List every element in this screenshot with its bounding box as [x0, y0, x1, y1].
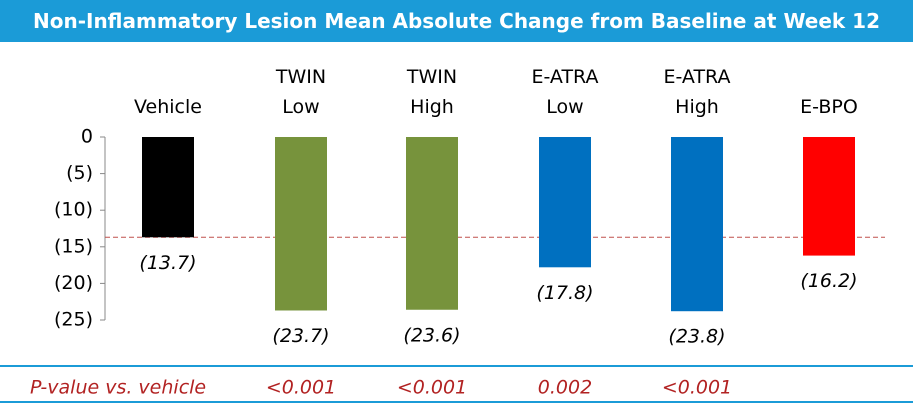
bar: [671, 137, 723, 312]
y-tick-label: (15): [54, 235, 93, 257]
category-label: E-ATRA Low: [531, 66, 599, 118]
bar: [142, 137, 194, 238]
p-value-heading: P-value vs. vehicle: [30, 377, 206, 399]
value-label: (23.8): [668, 326, 725, 348]
p-value: <0.001: [662, 377, 732, 399]
value-label: (13.7): [139, 252, 196, 274]
y-tick-label: 0: [81, 126, 93, 148]
bar: [406, 137, 458, 310]
y-tick-label: (20): [54, 272, 93, 294]
category-label: TWIN High: [406, 66, 458, 118]
bar: [539, 137, 591, 268]
chart-title: Non-Inflammatory Lesion Mean Absolute Ch…: [0, 0, 913, 42]
category-label: Vehicle: [134, 96, 202, 118]
category-label: E-ATRA High: [663, 66, 731, 118]
bar: [803, 137, 855, 256]
value-label: (16.2): [800, 270, 857, 292]
category-label: TWIN Low: [275, 66, 327, 118]
p-value: <0.001: [266, 377, 336, 399]
y-tick-label: (5): [66, 162, 93, 184]
p-value: 0.002: [538, 377, 592, 399]
value-label: (17.8): [536, 282, 593, 304]
value-label: (23.6): [403, 324, 460, 346]
p-value: <0.001: [397, 377, 467, 399]
bar: [275, 137, 327, 311]
category-label: E-BPO: [800, 96, 858, 118]
y-tick-label: (25): [54, 309, 93, 331]
value-label: (23.7): [272, 325, 329, 347]
y-tick-label: (10): [54, 199, 93, 221]
